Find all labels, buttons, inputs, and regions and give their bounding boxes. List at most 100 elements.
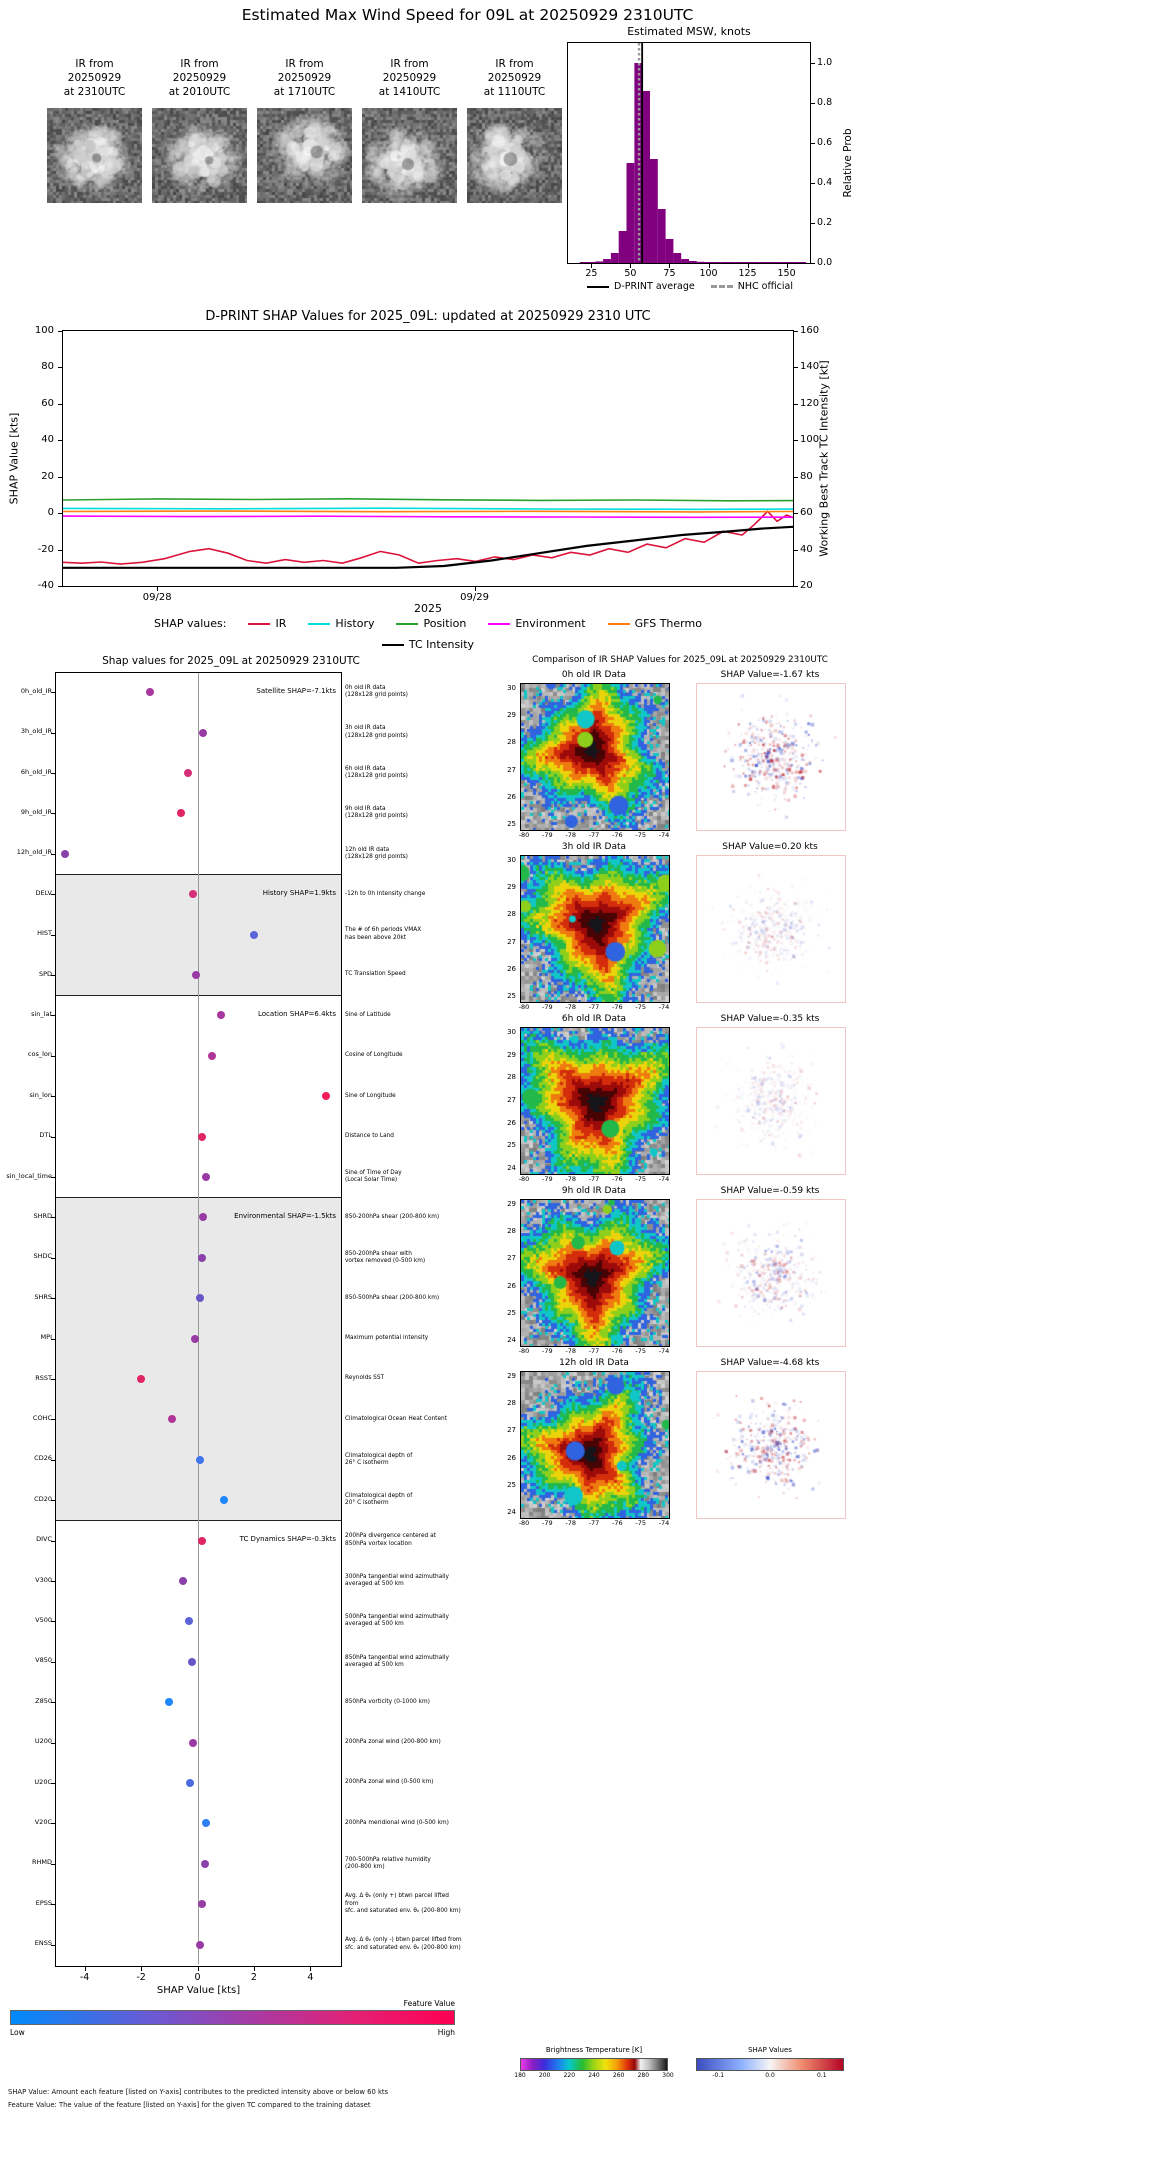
page-title: Estimated Max Wind Speed for 09L at 2025… [241,6,694,24]
ts-left-tick: 0 [47,507,54,519]
bt-cbar-tick: 200 [538,2072,551,2079]
legend-item-history: History [308,617,374,630]
ir-thumbnail-image-1 [152,108,247,203]
fp-x-tick: -2 [136,1972,146,1983]
map-y-tick: 29 [507,1200,516,1208]
tick-mark [794,403,798,405]
map-y-tick: 25 [507,820,516,828]
bt-cbar-tick: 220 [563,2072,576,2079]
legend-label: GFS Thermo [634,617,702,630]
map-x-tick: -78 [565,831,576,839]
ts-right-tick: 160 [800,325,820,336]
hist-x-tick: 100 [699,268,718,279]
feature-label-3h_old_IR: 3h_old_IR [20,727,52,736]
sv-cbar-tick: 0.1 [817,2072,827,2079]
legend-label: IR [275,617,287,630]
feature-dot-V850 [187,1657,196,1666]
tick-mark [51,1621,55,1623]
ts-left-tick: -20 [37,543,54,555]
feature-label-Z850: Z850 [35,1696,52,1705]
map-x-tick: -79 [542,1347,553,1355]
feature-desc-V500: 500hPa tangential wind azimuthally averag… [345,1614,449,1628]
group-header-environmental: Environmental SHAP=-1.5kts [234,1212,336,1221]
sv-cbar-tick: -0.1 [712,2072,725,2079]
map-y-tick: 27 [507,765,516,774]
map-y-tick: 28 [507,738,516,747]
histogram-legend: D-PRINT average NHC official [530,281,850,292]
hist-x-tick: 150 [777,268,796,279]
feature-dot-COHC [168,1415,177,1424]
feature-desc-DELV: -12h to 0h Intensity change [345,890,426,897]
feature-desc-U20C: 200hPa zonal wind (0-500 km) [345,1779,434,1786]
tick-mark [794,331,798,332]
legend-item-d-print-average: D-PRINT average [587,281,695,292]
tick-mark [51,1096,55,1098]
ir-thumbnail-label-3: IR from 20250929 at 1410UTC [378,58,441,98]
feature-desc-0h_old_IR: 0h old IR data (128x128 grid points) [345,684,408,699]
tick-mark [794,440,798,442]
ts-left-tick: 20 [41,470,54,482]
feature-dot-RSST [137,1375,146,1383]
feature-dot-SPD [192,971,201,979]
feature-desc-ENSS: Avg. Δ θₑ (only -) btwn parcel lifted fr… [345,1937,462,1951]
group-header-tc-dynamics: TC Dynamics SHAP=-0.3kts [239,1535,336,1544]
map-x-tick: -75 [635,1003,646,1011]
tick-mark [786,264,788,268]
map-y-tick: 26 [507,964,516,973]
tick-mark [51,1540,55,1542]
map-x-tick: -74 [658,1519,670,1527]
feature-desc-EPSS: Avg. Δ θₑ (only +) btwn parcel lifted fr… [345,1893,461,1914]
feature-desc-V20C: 200hPa meridional wind (0-500 km) [345,1819,449,1826]
map-y-tick: 29 [507,1050,516,1059]
map-x-tick: -75 [635,1519,646,1527]
feature-label-DTL: DTL [39,1131,52,1140]
map-x-tick: -75 [635,1175,646,1183]
map-y-tick: 26 [507,1453,516,1462]
feature-dot-EPSS [197,1900,206,1909]
map-x-tick: -80 [518,1175,530,1183]
shap-map-2 [696,1027,846,1175]
histogram-plot [567,42,811,264]
feature-dot-9h_old_IR [176,809,185,818]
feature-dot-sin_lon [321,1092,330,1101]
tick-mark [253,1967,255,1971]
feature-label-sin_lon: sin_lon [29,1090,52,1099]
map-y-tick: 27 [507,937,516,946]
map-x-tick: -80 [518,1519,530,1527]
map-x-tick: -79 [542,1519,553,1527]
feature-label-EPSS: EPSS [35,1898,52,1907]
legend-label: History [335,617,375,630]
feature-dot-sin_lat [217,1011,226,1020]
feature-label-RSST: RSST [35,1373,52,1382]
ir-thumbnail-image-4 [467,108,562,203]
line-swatch [607,622,630,625]
map-y-tick: 25 [507,1308,516,1317]
map-y-tick: 25 [507,1141,516,1150]
feature-dot-V300 [179,1577,188,1585]
feature-dot-CD20 [220,1496,229,1505]
legend-label: D-PRINT average [614,281,695,292]
dashed-line-swatch [710,285,733,288]
feature-dot-U200 [189,1738,198,1747]
legend-label: Environment [515,617,586,630]
ts-left-tick: 80 [41,361,54,373]
feature-dot-DTL [197,1132,206,1141]
map-x-tick: -76 [612,1347,623,1355]
legend-item-position: Position [396,617,466,630]
footnote-feature-value: Feature Value: The value of the feature … [8,2101,371,2109]
ir-thumbnail-image-3 [362,108,457,203]
tick-mark [197,1967,199,1971]
tick-mark [51,1944,55,1946]
map-x-tick: -80 [518,1003,530,1011]
shap-map-1 [696,855,846,1003]
tick-mark [811,223,815,224]
timeseries-plot [62,330,794,587]
feature-label-U20C: U20C [34,1777,52,1786]
feature-desc-sin_local_time: Sine of Time of Day (Local Solar Time) [345,1169,402,1183]
feature-desc-CD26: Climatological depth of 26° C isotherm [345,1452,413,1466]
map-y-tick: 26 [507,1281,516,1290]
feature-desc-MPI: Maximum potential intensity [345,1334,429,1341]
map-x-tick: -77 [588,1175,600,1183]
